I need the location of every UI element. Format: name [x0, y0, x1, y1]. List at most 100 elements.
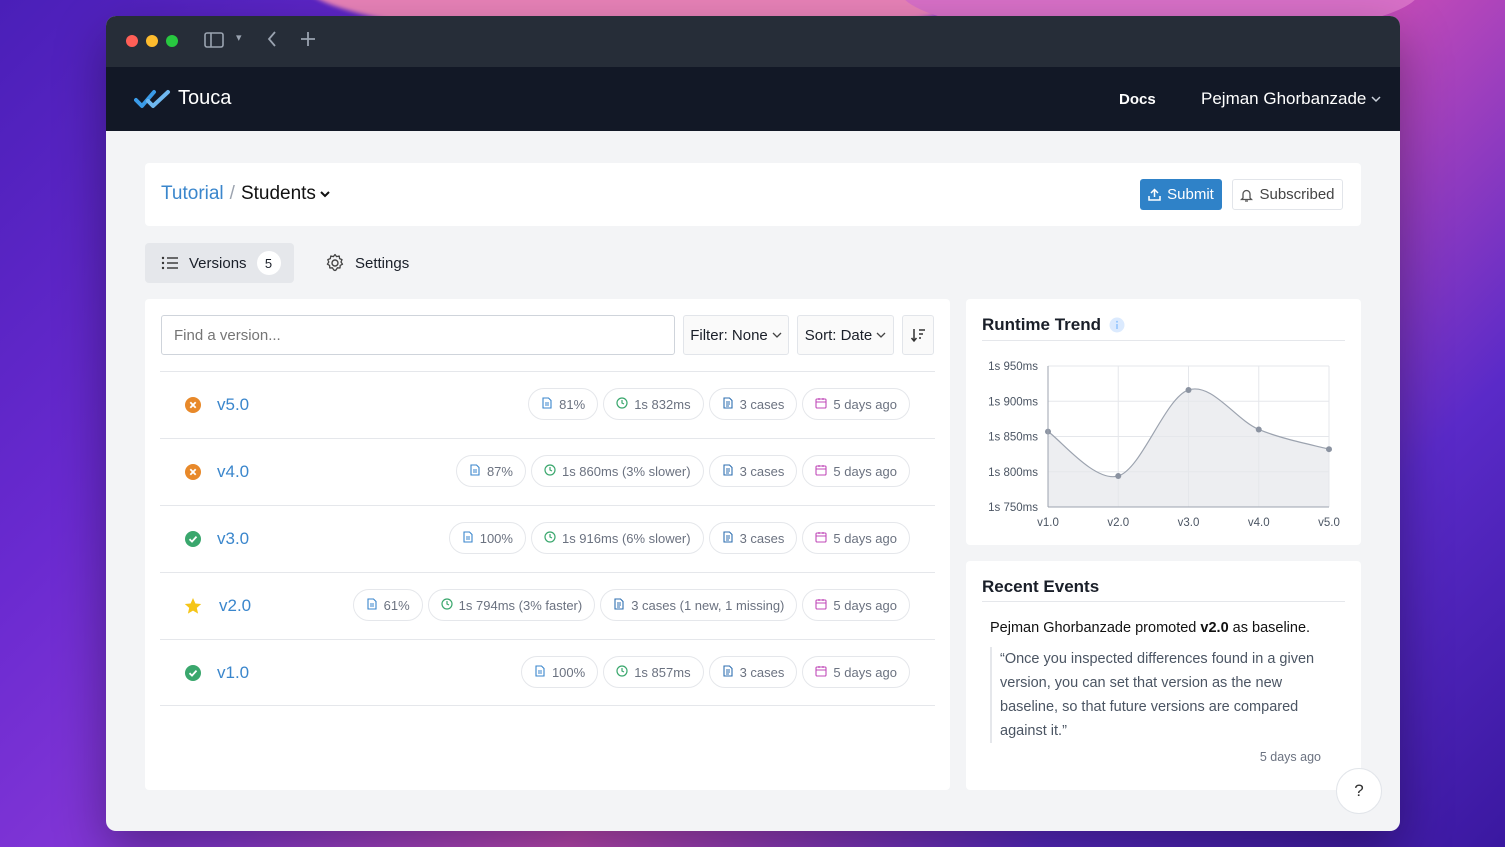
cases-value: 3 cases [739, 664, 785, 680]
help-button[interactable]: ? [1336, 768, 1382, 814]
tab-versions[interactable]: Versions 5 [145, 243, 294, 283]
tab-settings-label: Settings [355, 254, 410, 272]
chart-header: Runtime Trend [982, 315, 1125, 335]
version-metrics: 100% 1s 916ms (6% slower) 3 cases 5 days ag… [448, 522, 910, 554]
app-name: Touca [178, 87, 232, 109]
info-icon[interactable] [1109, 317, 1125, 333]
version-row[interactable]: v2.0 61% 1s 794ms (3% faster) 3 cases (1 ne… [160, 572, 935, 639]
back-icon[interactable] [266, 30, 278, 53]
suite-selector[interactable]: Students [241, 183, 331, 205]
file-icon [534, 664, 546, 680]
duration-chip: 1s 794ms (3% faster) [427, 589, 596, 621]
submit-button[interactable]: Submit [1140, 179, 1222, 210]
version-status [184, 597, 202, 615]
version-row[interactable]: v3.0 100% 1s 916ms (6% slower) 3 cases 5 day… [160, 505, 935, 572]
x-tick-label: v4.0 [1248, 517, 1270, 529]
trend-point [1255, 426, 1262, 433]
docs-link[interactable]: Docs [1119, 91, 1156, 108]
sort-descending-icon [910, 329, 925, 343]
filter-dropdown[interactable]: Filter: None [683, 315, 789, 355]
subscribe-button[interactable]: Subscribed [1232, 179, 1343, 210]
calendar-icon [815, 397, 827, 412]
chart-title: Runtime Trend [982, 315, 1102, 334]
sort-dropdown[interactable]: Sort: Date [797, 315, 894, 355]
date-chip: 5 days ago [802, 656, 910, 688]
file-icon [469, 463, 481, 479]
y-tick-label: 1s 750ms [988, 502, 1038, 514]
date-chip: 5 days ago [802, 455, 910, 487]
app-logo[interactable]: Touca [134, 87, 231, 110]
cases-value: 3 cases [739, 463, 785, 479]
app-header: Touca Docs Pejman Ghorbanzade [106, 67, 1400, 131]
score-chip: 100% [448, 522, 526, 554]
score-chip: 81% [528, 388, 599, 420]
list-icon [161, 256, 178, 270]
duration-value: 1s 794ms (3% faster) [458, 597, 583, 613]
events-title: Recent Events [982, 577, 1100, 596]
new-tab-icon[interactable] [300, 30, 316, 53]
date-value: 5 days ago [833, 530, 897, 546]
duration-value: 1s 857ms [634, 664, 691, 680]
cases-chip: 3 cases [708, 656, 798, 688]
minimize-window-button[interactable] [146, 35, 158, 47]
version-link[interactable]: v1.0 [217, 663, 250, 682]
event-quote: “Once you inspected differences found in… [990, 647, 1330, 743]
version-link[interactable]: v5.0 [217, 395, 250, 414]
version-status [184, 664, 202, 682]
score-value: 87% [486, 463, 513, 479]
document-icon [722, 530, 734, 546]
file-icon [541, 396, 553, 412]
chevron-down-icon[interactable]: ▾ [236, 32, 242, 44]
runtime-trend-card: Runtime Trend 1s 950ms 1s 900ms 1s 850ms 1s… [966, 299, 1361, 545]
version-status [184, 530, 202, 548]
maximize-window-button[interactable] [166, 35, 178, 47]
breadcrumb-separator: / [229, 183, 235, 204]
close-window-button[interactable] [126, 35, 138, 47]
sidebar-toggle-icon[interactable] [204, 31, 224, 54]
version-link[interactable]: v4.0 [217, 462, 250, 481]
duration-value: 1s 832ms [634, 396, 691, 412]
cases-value: 3 cases (1 new, 1 missing) [631, 597, 785, 613]
version-link[interactable]: v2.0 [219, 596, 252, 615]
version-metrics: 81% 1s 832ms 3 cases 5 days ago [528, 388, 910, 420]
breadcrumb: Tutorial / Students [161, 183, 331, 205]
browser-window: ▾ Touca Docs Pejman Ghorbanzade Tutorial… [106, 16, 1400, 831]
version-metrics: 100% 1s 857ms 3 cases 5 days ago [520, 656, 910, 688]
subscribe-label: Subscribed [1259, 186, 1335, 203]
runtime-trend-chart: 1s 950ms 1s 900ms 1s 850ms 1s 800ms 1s 750ms… [988, 361, 1340, 529]
event-suffix: as baseline. [1228, 620, 1311, 636]
chevron-down-icon [320, 191, 330, 198]
score-chip: 87% [455, 455, 526, 487]
list-divider [160, 705, 935, 706]
user-menu[interactable]: Pejman Ghorbanzade [1201, 89, 1382, 109]
version-row[interactable]: v1.0 100% 1s 857ms 3 cases 5 days ago [160, 639, 935, 706]
search-input[interactable] [161, 315, 675, 355]
breadcrumb-team[interactable]: Tutorial [161, 183, 224, 204]
chevron-down-icon [876, 332, 886, 338]
tab-settings[interactable]: Settings [325, 243, 445, 283]
version-row[interactable]: v5.0 81% 1s 832ms 3 cases 5 days ago [160, 371, 935, 438]
user-name: Pejman Ghorbanzade [1201, 89, 1367, 108]
browser-titlebar: ▾ [106, 16, 1400, 67]
clock-icon [544, 530, 556, 546]
version-link[interactable]: v3.0 [217, 529, 250, 548]
duration-value: 1s 916ms (6% slower) [561, 530, 691, 546]
recent-events-card: Recent Events Pejman Ghorbanzade promote… [966, 561, 1361, 790]
page-header-card: Tutorial / Students Submit Subscribed [145, 163, 1361, 226]
x-tick-label: v1.0 [1037, 517, 1059, 529]
event-time: 5 days ago [1259, 750, 1321, 764]
clock-icon [616, 396, 628, 412]
passed-icon [185, 531, 201, 547]
document-icon [722, 463, 734, 479]
clock-icon [616, 664, 628, 680]
score-value: 81% [559, 396, 586, 412]
touca-logo-icon [134, 89, 170, 108]
version-status [184, 396, 202, 414]
date-chip: 5 days ago [802, 522, 910, 554]
version-row[interactable]: v4.0 87% 1s 860ms (3% slower) 3 cases 5 days… [160, 438, 935, 505]
cases-chip: 3 cases [708, 455, 798, 487]
version-metrics: 61% 1s 794ms (3% faster) 3 cases (1 new, 1… [352, 589, 910, 621]
tab-versions-label: Versions [189, 254, 247, 272]
sort-order-button[interactable] [902, 315, 934, 355]
versions-count-badge: 5 [256, 251, 281, 275]
